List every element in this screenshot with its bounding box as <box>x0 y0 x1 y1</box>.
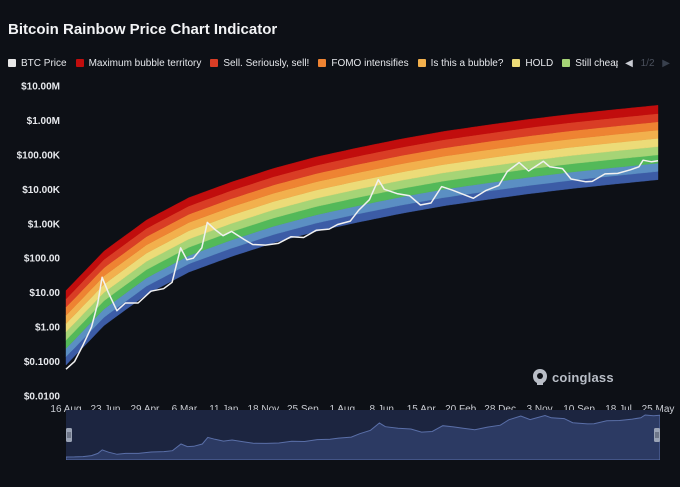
legend-pagination: ◀ 1/2 ▶ <box>625 58 670 72</box>
y-tick-label: $100.00K <box>17 150 61 161</box>
legend-item[interactable]: BTC Price <box>8 58 67 69</box>
x-tick-label: 8 Jun <box>369 404 393 415</box>
rainbow-band <box>65 105 659 300</box>
chevron-left-icon[interactable]: ◀ <box>625 58 633 69</box>
legend-item[interactable]: Still cheap <box>562 58 618 69</box>
coinglass-watermark: coinglass <box>532 368 614 388</box>
data-zoom-slider[interactable] <box>66 410 660 460</box>
zoom-preview-area <box>66 414 660 460</box>
y-tick-label: $1.00K <box>28 219 61 230</box>
legend-swatch <box>417 58 426 67</box>
y-tick-label: $10.00K <box>22 185 61 196</box>
legend-label: Is this a bubble? <box>430 58 504 69</box>
legend-label: Maximum bubble territory <box>88 58 202 69</box>
x-tick-label: 11 Jan <box>209 404 238 415</box>
x-tick-label: 15 Apr <box>407 404 437 415</box>
x-tick-label: 20 Feb <box>445 404 477 415</box>
legend-swatch <box>8 58 16 67</box>
legend-item[interactable]: Sell. Seriously, sell! <box>210 58 309 69</box>
y-tick-label: $0.1000 <box>24 357 61 368</box>
x-tick-label: 3 Nov <box>527 404 553 415</box>
coinglass-logo-icon <box>533 369 547 385</box>
legend-swatch <box>318 58 327 67</box>
legend-label: Still cheap <box>575 58 618 69</box>
chevron-right-icon[interactable]: ▶ <box>662 58 670 69</box>
zoom-handle-right[interactable] <box>654 428 660 442</box>
legend-label: HOLD <box>525 58 554 69</box>
y-tick-label: $1.00 <box>35 323 60 334</box>
legend-swatch <box>512 58 521 67</box>
zoom-handle-grip <box>66 428 72 442</box>
chart-title: Bitcoin Rainbow Price Chart Indicator <box>8 21 278 38</box>
zoom-handle-grip <box>654 428 660 442</box>
legend-item[interactable]: FOMO intensifies <box>318 58 409 69</box>
legend-swatch <box>75 58 84 67</box>
legend-swatch <box>562 58 571 67</box>
legend-label: Sell. Seriously, sell! <box>223 58 310 69</box>
x-tick-label: 18 Nov <box>247 404 279 415</box>
legend-item[interactable]: Maximum bubble territory <box>75 58 202 69</box>
x-tick-label: 10 Sep <box>563 404 595 415</box>
x-tick-label: 29 Apr <box>130 404 160 415</box>
rainbow-bands <box>65 105 659 366</box>
x-tick-label: 25 May <box>642 404 675 415</box>
x-tick-label: 28 Dec <box>484 404 516 415</box>
legend-label: FOMO intensifies <box>331 58 409 69</box>
zoom-handle-left[interactable] <box>66 428 72 442</box>
legend-items: BTC Price Maximum bubble territory Sell. S… <box>8 58 618 72</box>
y-tick-label: $10.00 <box>29 288 60 299</box>
x-tick-label: 16 Aug <box>50 404 81 415</box>
legend-item[interactable]: HOLD <box>512 58 553 69</box>
y-tick-label: $10.00M <box>21 82 60 93</box>
x-tick-label: 6 Mar <box>172 404 198 415</box>
y-tick-label: $0.0100 <box>24 392 61 403</box>
legend-label: BTC Price <box>21 58 67 69</box>
legend-item[interactable]: Is this a bubble? <box>417 58 504 69</box>
legend-page-indicator: 1/2 <box>640 58 655 69</box>
x-tick-label: 1 Aug <box>329 404 355 415</box>
y-tick-label: $100.00 <box>24 254 61 265</box>
chart-legend: BTC Price Maximum bubble territory Sell. S… <box>8 58 670 72</box>
y-tick-label: $1.00M <box>27 116 60 127</box>
x-tick-label: 18 Jul <box>605 404 632 415</box>
btc-price-line <box>65 159 659 370</box>
x-tick-label: 23 Jun <box>90 404 120 415</box>
x-tick-label: 25 Sep <box>287 404 319 415</box>
legend-swatch <box>210 58 219 67</box>
watermark-text: coinglass <box>552 370 614 385</box>
